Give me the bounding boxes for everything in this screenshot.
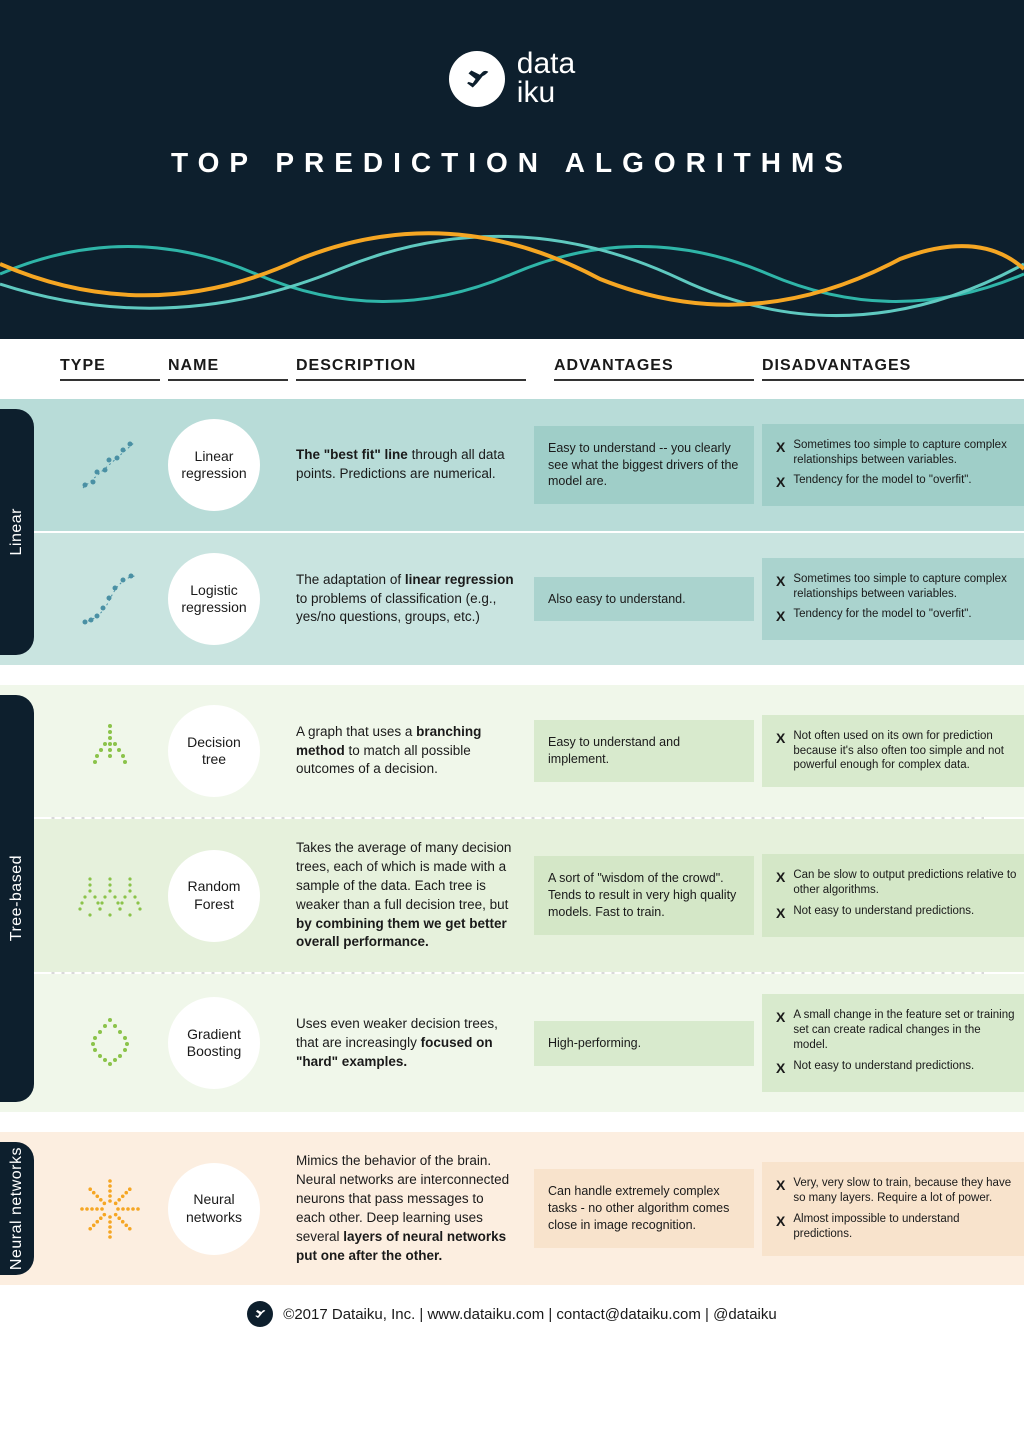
algo-disadvantages: XCan be slow to output predictions relat… [762,854,1024,937]
footer-text: ©2017 Dataiku, Inc. | www.dataiku.com | … [283,1306,776,1323]
algo-advantages: Easy to understand and implement. [534,720,754,782]
column-headers: TYPE NAME DESCRIPTION ADVANTAGES DISADVA… [0,339,1024,399]
x-icon: X [776,1212,785,1242]
x-icon: X [776,572,785,602]
disadvantage-item: XNot easy to understand predictions. [776,904,1018,923]
algo-advantages: High-performing. [534,1021,754,1066]
algo-description: The "best fit" line through all data poi… [296,446,526,484]
col-dis: DISADVANTAGES [762,357,1024,381]
algo-disadvantages: XVery, very slow to train, because they … [762,1162,1024,1256]
disadvantage-item: XTendency for the model to "overfit". [776,607,1018,626]
waves-graphic [0,209,1024,339]
section-gap [0,1112,1024,1132]
section-neural networks: Neural networks Neural networks Mimics t… [0,1132,1024,1285]
disadvantage-item: XAlmost impossible to understand predict… [776,1212,1018,1242]
disadvantage-item: XVery, very slow to train, because they … [776,1176,1018,1206]
disadvantage-item: XA small change in the feature set or tr… [776,1008,1018,1053]
algo-description: Mimics the behavior of the brain. Neural… [296,1152,526,1265]
x-icon: X [776,1176,785,1206]
x-icon: X [776,904,785,923]
algo-description: A graph that uses a branching method to … [296,723,526,780]
x-icon: X [776,1008,785,1053]
algo-name: Logistic regression [168,553,260,645]
algo-icon [60,564,160,634]
disadvantage-item: XCan be slow to output predictions relat… [776,868,1018,898]
algo-icon [60,430,160,500]
algo-description: The adaptation of linear regression to p… [296,571,526,628]
disadvantage-item: XSometimes too simple to capture complex… [776,438,1018,468]
algo-description: Uses even weaker decision trees, that ar… [296,1015,526,1072]
algo-advantages: Also easy to understand. [534,577,754,622]
col-desc: DESCRIPTION [296,357,526,381]
section-tab: Linear [0,409,34,655]
x-icon: X [776,438,785,468]
algo-icon [60,716,160,786]
logo-circle [449,51,505,107]
algo-name: Decision tree [168,705,260,797]
x-icon: X [776,1059,785,1078]
algo-disadvantages: XSometimes too simple to capture complex… [762,558,1024,641]
disadvantage-item: XNot easy to understand predictions. [776,1059,1018,1078]
algo-name: Random Forest [168,850,260,942]
section-tab: Neural networks [0,1142,34,1275]
algo-name: Neural networks [168,1163,260,1255]
disadvantage-item: XSometimes too simple to capture complex… [776,572,1018,602]
algo-row: Decision tree A graph that uses a branch… [0,685,1024,817]
header: data iku TOP PREDICTION ALGORITHMS [0,0,1024,339]
algo-description: Takes the average of many decision trees… [296,839,526,952]
algo-disadvantages: XA small change in the feature set or tr… [762,994,1024,1092]
section-linear: Linear Linear regression The "best fit" … [0,399,1024,665]
algo-advantages: Easy to understand -- you clearly see wh… [534,426,754,505]
algo-row: Gradient Boosting Uses even weaker decis… [0,974,1024,1112]
algo-disadvantages: XNot often used on its own for predictio… [762,715,1024,788]
algo-icon [60,1174,160,1244]
col-type: TYPE [60,357,160,381]
algo-disadvantages: XSometimes too simple to capture complex… [762,424,1024,507]
algo-name: Gradient Boosting [168,997,260,1089]
algo-row: Logistic regression The adaptation of li… [0,533,1024,665]
disadvantage-item: XNot often used on its own for predictio… [776,729,1018,774]
section-gap [0,665,1024,685]
footer: ©2017 Dataiku, Inc. | www.dataiku.com | … [0,1285,1024,1343]
logo-text: data iku [517,50,575,107]
bird-icon [460,62,494,96]
section-tree-based: Tree-based Decision tree A graph that us… [0,685,1024,1112]
algo-icon [60,861,160,931]
algo-advantages: Can handle extremely complex tasks - no … [534,1169,754,1248]
algo-advantages: A sort of "wisdom of the crowd". Tends t… [534,856,754,935]
page-title: TOP PREDICTION ALGORITHMS [0,147,1024,179]
col-adv: ADVANTAGES [554,357,754,381]
algo-row: Linear regression The "best fit" line th… [0,399,1024,531]
algo-row: Random Forest Takes the average of many … [0,819,1024,972]
algo-row: Neural networks Mimics the behavior of t… [0,1132,1024,1285]
logo: data iku [0,50,1024,107]
x-icon: X [776,607,785,626]
col-name: NAME [168,357,288,381]
x-icon: X [776,868,785,898]
disadvantage-item: XTendency for the model to "overfit". [776,473,1018,492]
footer-logo-circle [247,1301,273,1327]
section-tab: Tree-based [0,695,34,1102]
x-icon: X [776,729,785,774]
x-icon: X [776,473,785,492]
algo-icon [60,1008,160,1078]
bird-icon [252,1306,268,1322]
algo-name: Linear regression [168,419,260,511]
